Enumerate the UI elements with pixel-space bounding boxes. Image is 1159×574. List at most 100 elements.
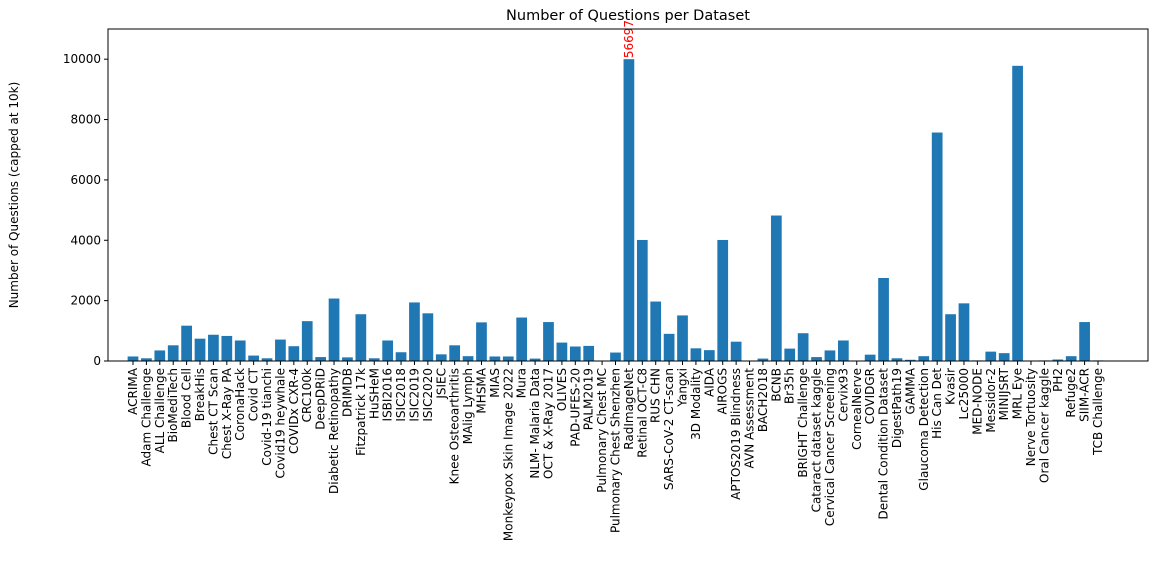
bar	[409, 302, 420, 361]
x-tick-label: Lc25000	[957, 368, 971, 419]
x-tick-label: GAMMA	[903, 367, 917, 414]
bar	[663, 333, 675, 361]
x-tick-label: 3D Modality	[689, 368, 703, 440]
x-tick-label: Messidor-2	[984, 368, 998, 433]
bar	[208, 334, 219, 361]
bar	[288, 346, 300, 361]
bar	[422, 313, 434, 361]
x-tick-label: Chest CT Scan	[206, 368, 220, 455]
x-tick-label: Fitzpatrick 17k	[354, 368, 368, 456]
bar	[1012, 65, 1023, 362]
x-tick-label: Retinal OCT-C8	[635, 368, 649, 458]
x-tick-label: MED-NODE	[970, 368, 984, 435]
bar	[355, 314, 367, 361]
x-tick-label: MHSMA	[474, 367, 488, 413]
x-tick-label: SIIM-ACR	[1078, 368, 1092, 422]
x-tick-label: Pulmonary Chest MC	[595, 368, 609, 493]
bar	[194, 338, 206, 361]
bar	[395, 352, 407, 361]
x-tick-label: Adam Challenge	[139, 368, 153, 466]
x-tick-label: Cataract dataset kaggle	[810, 368, 824, 512]
bar	[449, 345, 461, 361]
x-tick-label: CornealNerve	[850, 368, 864, 450]
bar	[167, 345, 179, 361]
bar	[543, 322, 554, 361]
bar	[717, 239, 729, 361]
bar	[623, 59, 635, 361]
y-axis-label: Number of Questions (capped at 10k)	[7, 82, 21, 309]
bar	[234, 340, 246, 361]
bar	[516, 317, 528, 361]
x-tick-label: Knee Osteoarthritis	[448, 368, 462, 484]
x-tick-label: PAD-UFES-20	[568, 368, 582, 447]
bar	[797, 333, 809, 361]
x-tick-label: Cervix93	[836, 368, 850, 422]
x-tick-label: APTOS2019 Blindness	[729, 368, 743, 500]
bar	[368, 358, 380, 361]
x-tick-labels: ACRIMA Adam Challenge ALL Challenge BioMedi…	[126, 361, 1105, 541]
chart-title: Number of Questions per Dataset	[506, 8, 750, 24]
bar-value-annotation: 56697	[622, 20, 636, 58]
bar	[261, 358, 273, 361]
bar	[435, 354, 447, 361]
bar	[931, 132, 943, 361]
bar	[945, 314, 956, 361]
bar	[154, 350, 166, 361]
x-tick-label: TCB Challenge	[1091, 368, 1105, 456]
bar	[636, 239, 648, 361]
x-tick-label: BRIGHT Challenge	[796, 368, 810, 478]
x-tick-label: CoronaHack	[233, 368, 247, 441]
bar	[1065, 356, 1077, 361]
y-tick-label: 4000	[70, 233, 101, 247]
x-tick-label: Monkeypox Skin Image 2022	[501, 368, 515, 541]
x-tick-label: PH2	[1051, 368, 1065, 392]
y-tick-label: 8000	[70, 113, 101, 127]
bar	[529, 358, 541, 361]
x-tick-label: ISIC2019	[407, 368, 421, 422]
bar	[864, 354, 876, 361]
bar	[650, 301, 662, 361]
x-tick-label: ISIC2018	[394, 368, 408, 422]
bar	[248, 355, 259, 361]
x-tick-label: Covid19 heywhale	[273, 368, 287, 478]
x-tick-label: BACH2018	[756, 368, 770, 432]
x-tick-label: BCNB	[769, 368, 783, 402]
x-tick-label: SARS-CoV-2 CT-scan	[662, 368, 676, 490]
x-tick-label: Chest X-Ray PA	[220, 367, 234, 459]
bar	[610, 352, 621, 361]
x-tick-label: COVIDGR	[863, 368, 877, 424]
x-tick-label: Covid-19 tianchi	[260, 368, 274, 466]
x-tick-label: AIROGS	[716, 368, 730, 414]
bar	[998, 353, 1010, 361]
x-tick-label: JSIEC	[434, 368, 448, 400]
bar	[824, 350, 836, 361]
bar	[690, 348, 702, 361]
bar	[141, 358, 152, 361]
x-tick-label: Blood Cell	[180, 368, 194, 428]
x-tick-label: RadImageNet	[622, 368, 636, 450]
bar	[301, 321, 313, 361]
bar	[837, 340, 849, 361]
bar	[958, 303, 970, 361]
x-tick-label: AIDA	[702, 367, 716, 397]
bar	[342, 357, 353, 361]
x-tick-label: DRIMDB	[340, 368, 354, 417]
plot-frame	[107, 28, 1149, 362]
x-tick-label: DigestPath19	[890, 368, 904, 448]
x-tick-label: CRC100k	[300, 368, 314, 422]
bar	[770, 215, 782, 361]
x-tick-label: Nerve Tortuosity	[1024, 368, 1038, 466]
bars	[127, 59, 1104, 362]
bar	[918, 356, 930, 361]
bar	[127, 356, 139, 361]
x-tick-label: Cervical Cancer Screening	[823, 368, 837, 526]
x-tick-label: Dental Condition Dataset	[877, 368, 891, 520]
bar	[1079, 322, 1090, 361]
bar	[730, 341, 742, 361]
bar	[181, 325, 192, 361]
x-tick-label: OLIVES	[555, 368, 569, 411]
bar	[757, 358, 769, 361]
bar	[328, 298, 340, 361]
y-tick-label: 6000	[70, 173, 101, 187]
